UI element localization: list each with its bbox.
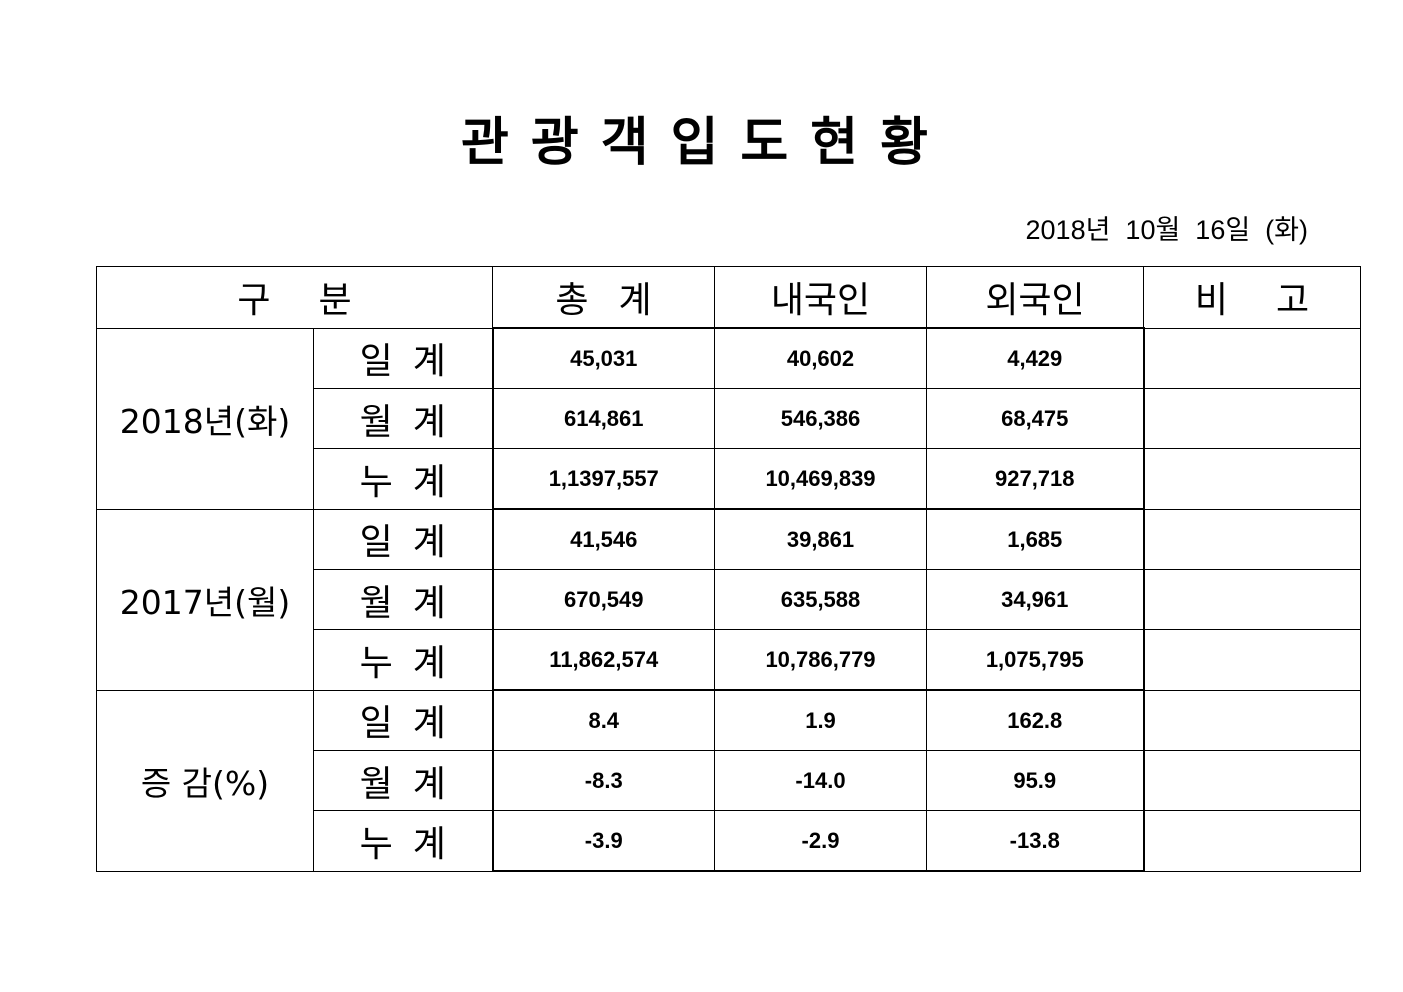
cell-foreign: -13.8 xyxy=(926,810,1145,872)
group-label-2017: 2017년(월) xyxy=(96,508,314,691)
cell-domestic: 635,588 xyxy=(714,569,927,630)
cell-domestic: 1.9 xyxy=(714,689,927,751)
report-date: 2018년 10월 16일 (화) xyxy=(1025,215,1308,245)
row-label-daily: 일계 xyxy=(313,508,493,570)
cell-foreign: 95.9 xyxy=(926,750,1145,811)
cell-domestic: 546,386 xyxy=(714,388,927,449)
row-label-cumulative: 누계 xyxy=(313,629,493,691)
cell-note xyxy=(1143,569,1361,630)
row-label-cumulative: 누계 xyxy=(313,810,493,872)
tourist-arrivals-table: 구분 총계 내국인 외국인 비고 2018년(화) 일계 45,031 40,6… xyxy=(96,266,1361,872)
cell-foreign: 1,685 xyxy=(926,508,1145,570)
cell-foreign: 34,961 xyxy=(926,569,1145,630)
cell-note xyxy=(1143,448,1361,510)
cell-foreign: 1,075,795 xyxy=(926,629,1145,691)
cell-domestic: 40,602 xyxy=(714,327,927,389)
cell-domestic: 39,861 xyxy=(714,508,927,570)
cell-domestic: -2.9 xyxy=(714,810,927,872)
header-total: 총계 xyxy=(492,266,715,329)
cell-foreign: 162.8 xyxy=(926,689,1145,751)
cell-total: 670,549 xyxy=(491,569,715,630)
header-note: 비고 xyxy=(1143,266,1361,329)
cell-total: 41,546 xyxy=(491,508,715,570)
header-category: 구분 xyxy=(96,266,493,329)
table-row: 누계 11,862,574 10,786,779 1,075,795 xyxy=(97,629,1361,691)
cell-note xyxy=(1143,388,1361,449)
cell-foreign: 68,475 xyxy=(926,388,1145,449)
group-label-2018: 2018년(화) xyxy=(96,327,314,510)
cell-total: -8.3 xyxy=(491,750,715,811)
cell-domestic: 10,469,839 xyxy=(714,448,927,510)
cell-note xyxy=(1143,689,1361,751)
page-title: 관광객입도현황 xyxy=(461,113,950,173)
table-row: 누계 -3.9 -2.9 -13.8 xyxy=(97,810,1361,872)
table-row: 2017년(월) 일계 41,546 39,861 1,685 xyxy=(96,508,1361,691)
header-foreign: 외국인 xyxy=(926,266,1144,329)
cell-domestic: 10,786,779 xyxy=(714,629,927,691)
table-row: 월계 614,861 546,386 68,475 xyxy=(97,388,1361,449)
table-row: 월계 -8.3 -14.0 95.9 xyxy=(97,750,1361,811)
cell-foreign: 927,718 xyxy=(926,448,1145,510)
cell-note xyxy=(1143,810,1361,872)
row-label-daily: 일계 xyxy=(313,327,493,389)
cell-total: -3.9 xyxy=(491,810,715,872)
cell-note xyxy=(1143,629,1361,691)
cell-note xyxy=(1143,750,1361,811)
row-label-monthly: 월계 xyxy=(313,388,493,449)
group-label-change-percent: 증 감(%) xyxy=(96,689,314,872)
row-label-monthly: 월계 xyxy=(313,750,493,811)
cell-total: 8.4 xyxy=(491,689,715,751)
table-row: 월계 670,549 635,588 34,961 xyxy=(97,569,1361,630)
row-label-monthly: 월계 xyxy=(313,569,493,630)
cell-total: 45,031 xyxy=(491,327,715,389)
header-domestic: 내국인 xyxy=(714,266,927,329)
table-row: 증 감(%) 일계 8.4 1.9 162.8 xyxy=(96,689,1361,872)
table-row: 2018년(화) 일계 45,031 40,602 4,429 xyxy=(96,327,1361,510)
row-label-daily: 일계 xyxy=(313,689,493,751)
cell-note xyxy=(1143,508,1361,570)
cell-foreign: 4,429 xyxy=(926,327,1145,389)
cell-total: 11,862,574 xyxy=(491,629,715,691)
table-row: 누계 1,1397,557 10,469,839 927,718 xyxy=(97,448,1361,510)
header-row: 구분 총계 내국인 외국인 비고 xyxy=(96,266,1361,329)
cell-total: 1,1397,557 xyxy=(491,448,715,510)
cell-note xyxy=(1143,327,1361,389)
row-label-cumulative: 누계 xyxy=(313,448,493,510)
cell-domestic: -14.0 xyxy=(714,750,927,811)
cell-total: 614,861 xyxy=(491,388,715,449)
